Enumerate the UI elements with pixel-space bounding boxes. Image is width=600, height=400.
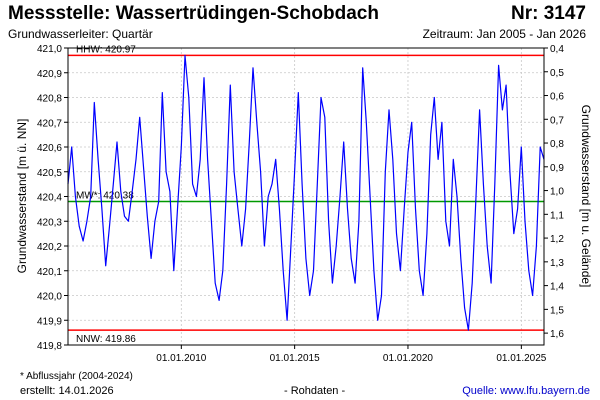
right-tick-label: 1,5 [550,305,564,316]
right-tick-label: 0,5 [550,68,564,79]
right-tick-label: 0,8 [550,139,564,150]
left-tick-label: 421,0 [37,44,62,55]
x-tick-label: 01.01.2025 [496,353,546,364]
left-tick-label: 420,4 [37,193,62,204]
left-tick-label: 419,8 [37,341,62,352]
left-tick-label: 420,6 [37,143,62,154]
x-axis-ticks: 01.01.2010 01.01.2015 01.01.2020 01.01.2025 [156,345,547,364]
left-tick-label: 420,8 [37,94,62,105]
ref-label-mw: MW*: 420.38 [76,190,134,201]
right-tick-label: 1,6 [550,329,564,340]
reference-lines: HHW: 420.97 MW*: 420.38 NNW: 419.86 [68,44,544,345]
ref-label-hhw: HHW: 420.97 [76,44,136,55]
left-tick-label: 420,3 [37,217,62,228]
series-line-0 [67,54,545,331]
right-tick-label: 1,0 [550,187,564,198]
left-axis-label: Grundwasserstand [m ü. NN] [15,119,29,274]
right-tick-label: 1,3 [550,258,564,269]
left-axis-ticks: 419,8 419,9 420,0 420,1 420,2 420,3 420,4 420,5… [37,44,68,352]
left-tick-label: 420,1 [37,267,62,278]
period-label: Zeitraum: Jan 2005 - Jan 2026 [422,27,586,41]
series-layer [67,54,545,331]
station-number: Nr: 3147 [511,3,586,24]
left-tick-label: 420,5 [37,168,62,179]
right-tick-label: 1,1 [550,210,564,221]
left-tick-label: 420,2 [37,242,62,253]
right-tick-label: 0,4 [550,44,564,55]
ref-label-nnw: NNW: 419.86 [76,334,136,345]
chart-grid [68,47,544,346]
raw-data-note: - Rohdaten - [284,385,346,397]
x-tick-label: 01.01.2010 [156,353,206,364]
right-tick-label: 0,7 [550,115,564,126]
footnote: * Abflussjahr (2004-2024) [20,371,133,382]
source-link[interactable]: Quelle: www.lfu.bayern.de [462,385,590,397]
right-tick-label: 1,4 [550,282,564,293]
right-tick-label: 0,6 [550,92,564,103]
right-tick-label: 0,9 [550,163,564,174]
right-axis-label: Grundwasserstand [m u. Gelände] [579,105,593,288]
right-tick-label: 1,2 [550,234,564,245]
left-tick-label: 419,9 [37,316,62,327]
right-axis-ticks: 0,4 0,5 0,6 0,7 0,8 0,9 1,0 1,1 1,2 1,3 1,4 1,5 1,6 [544,44,564,340]
left-tick-label: 420,7 [37,118,62,129]
x-tick-label: 01.01.2015 [270,353,320,364]
aquifer-label: Grundwasserleiter: Quartär [8,27,153,41]
x-tick-label: 01.01.2020 [383,353,433,364]
left-tick-label: 420,9 [37,69,62,80]
page-title: Messstelle: Wassertrüdingen-Schobdach [8,3,379,24]
created-date: erstellt: 14.01.2026 [20,385,114,397]
left-tick-label: 420,0 [37,292,62,303]
